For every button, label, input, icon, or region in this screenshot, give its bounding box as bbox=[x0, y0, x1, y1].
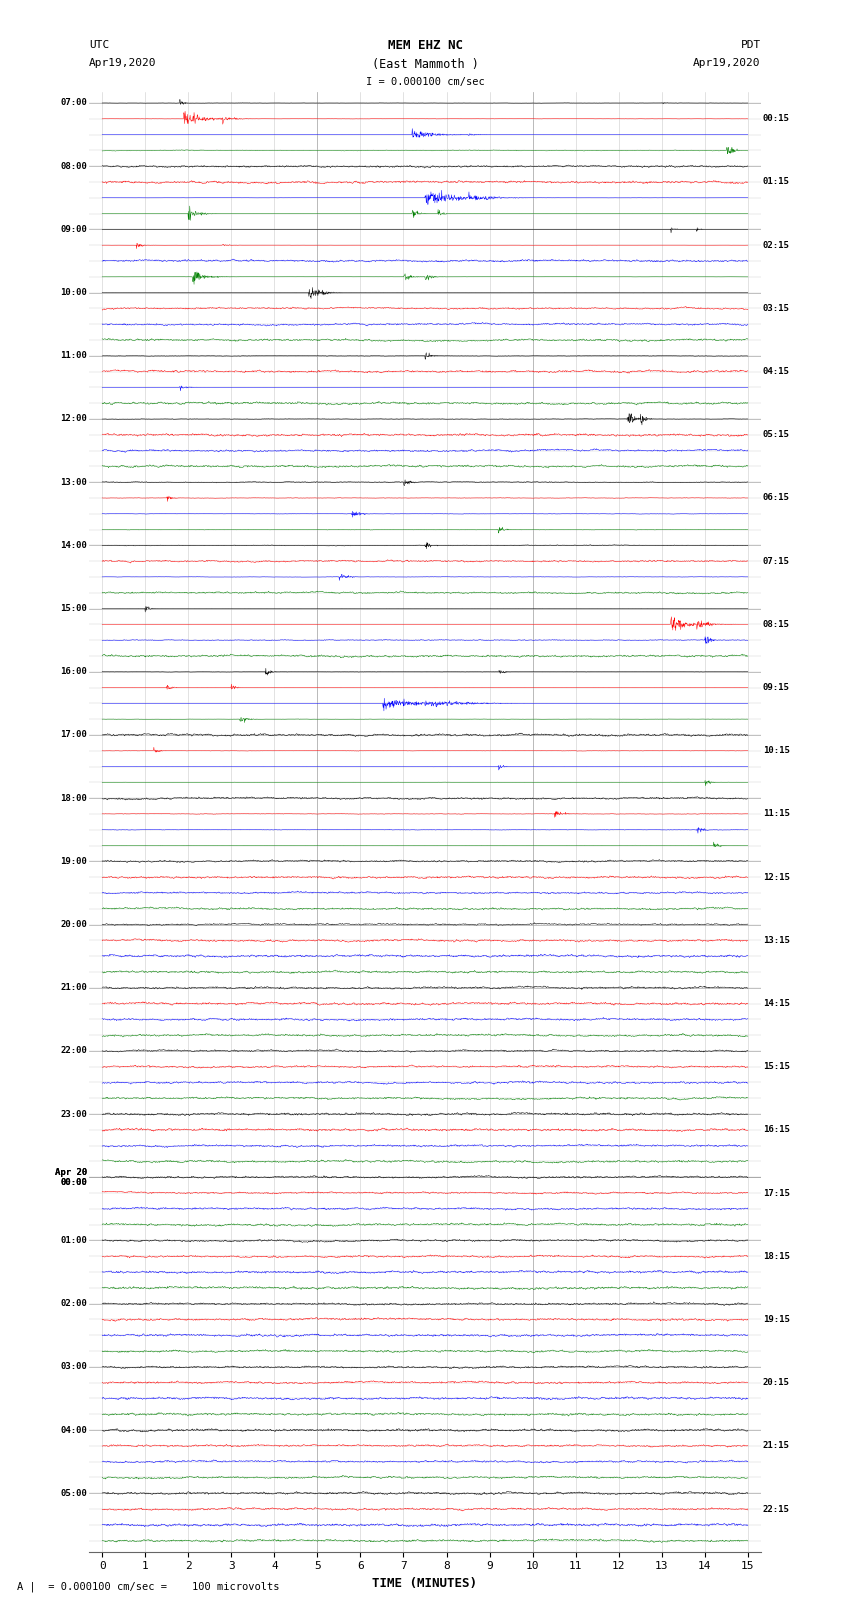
Text: 01:15: 01:15 bbox=[763, 177, 790, 187]
Text: 23:00: 23:00 bbox=[60, 1110, 87, 1118]
Text: 16:15: 16:15 bbox=[763, 1126, 790, 1134]
Text: 09:15: 09:15 bbox=[763, 682, 790, 692]
Text: 20:00: 20:00 bbox=[60, 919, 87, 929]
Text: 20:15: 20:15 bbox=[763, 1378, 790, 1387]
Text: (East Mammoth ): (East Mammoth ) bbox=[371, 58, 479, 71]
Text: 04:00: 04:00 bbox=[60, 1426, 87, 1434]
Text: 17:15: 17:15 bbox=[763, 1189, 790, 1197]
Text: 15:00: 15:00 bbox=[60, 603, 87, 613]
Text: UTC: UTC bbox=[89, 40, 110, 50]
Text: 11:00: 11:00 bbox=[60, 352, 87, 360]
Text: I = 0.000100 cm/sec: I = 0.000100 cm/sec bbox=[366, 77, 484, 87]
Text: 05:15: 05:15 bbox=[763, 431, 790, 439]
Text: 04:15: 04:15 bbox=[763, 368, 790, 376]
Text: 12:00: 12:00 bbox=[60, 415, 87, 424]
Text: 06:15: 06:15 bbox=[763, 494, 790, 503]
Text: 10:00: 10:00 bbox=[60, 289, 87, 297]
Text: 02:00: 02:00 bbox=[60, 1298, 87, 1308]
Text: 10:15: 10:15 bbox=[763, 747, 790, 755]
Text: 14:00: 14:00 bbox=[60, 540, 87, 550]
Text: 13:15: 13:15 bbox=[763, 936, 790, 945]
Text: A |  = 0.000100 cm/sec =    100 microvolts: A | = 0.000100 cm/sec = 100 microvolts bbox=[17, 1582, 280, 1592]
Text: Apr 20
00:00: Apr 20 00:00 bbox=[55, 1168, 87, 1187]
Text: 09:00: 09:00 bbox=[60, 224, 87, 234]
Text: 18:15: 18:15 bbox=[763, 1252, 790, 1261]
Text: 15:15: 15:15 bbox=[763, 1063, 790, 1071]
Text: 16:00: 16:00 bbox=[60, 668, 87, 676]
Text: PDT: PDT bbox=[740, 40, 761, 50]
Text: 01:00: 01:00 bbox=[60, 1236, 87, 1245]
Text: 00:15: 00:15 bbox=[763, 115, 790, 123]
Text: 07:00: 07:00 bbox=[60, 98, 87, 108]
Text: 11:15: 11:15 bbox=[763, 810, 790, 818]
Text: 22:00: 22:00 bbox=[60, 1047, 87, 1055]
Text: 02:15: 02:15 bbox=[763, 240, 790, 250]
Text: 21:15: 21:15 bbox=[763, 1442, 790, 1450]
Text: 17:00: 17:00 bbox=[60, 731, 87, 739]
Text: 07:15: 07:15 bbox=[763, 556, 790, 566]
Text: 19:15: 19:15 bbox=[763, 1315, 790, 1324]
Text: 08:00: 08:00 bbox=[60, 161, 87, 171]
Text: 21:00: 21:00 bbox=[60, 984, 87, 992]
Text: Apr19,2020: Apr19,2020 bbox=[89, 58, 156, 68]
Text: 19:00: 19:00 bbox=[60, 857, 87, 866]
Text: 03:15: 03:15 bbox=[763, 303, 790, 313]
Text: 22:15: 22:15 bbox=[763, 1505, 790, 1513]
Text: MEM EHZ NC: MEM EHZ NC bbox=[388, 39, 462, 52]
Text: 18:00: 18:00 bbox=[60, 794, 87, 803]
Text: 12:15: 12:15 bbox=[763, 873, 790, 882]
Text: 03:00: 03:00 bbox=[60, 1363, 87, 1371]
X-axis label: TIME (MINUTES): TIME (MINUTES) bbox=[372, 1578, 478, 1590]
Text: 08:15: 08:15 bbox=[763, 619, 790, 629]
Text: 05:00: 05:00 bbox=[60, 1489, 87, 1498]
Text: Apr19,2020: Apr19,2020 bbox=[694, 58, 761, 68]
Text: Apr 20
00:00: Apr 20 00:00 bbox=[55, 1168, 87, 1187]
Text: 14:15: 14:15 bbox=[763, 998, 790, 1008]
Text: 13:00: 13:00 bbox=[60, 477, 87, 487]
